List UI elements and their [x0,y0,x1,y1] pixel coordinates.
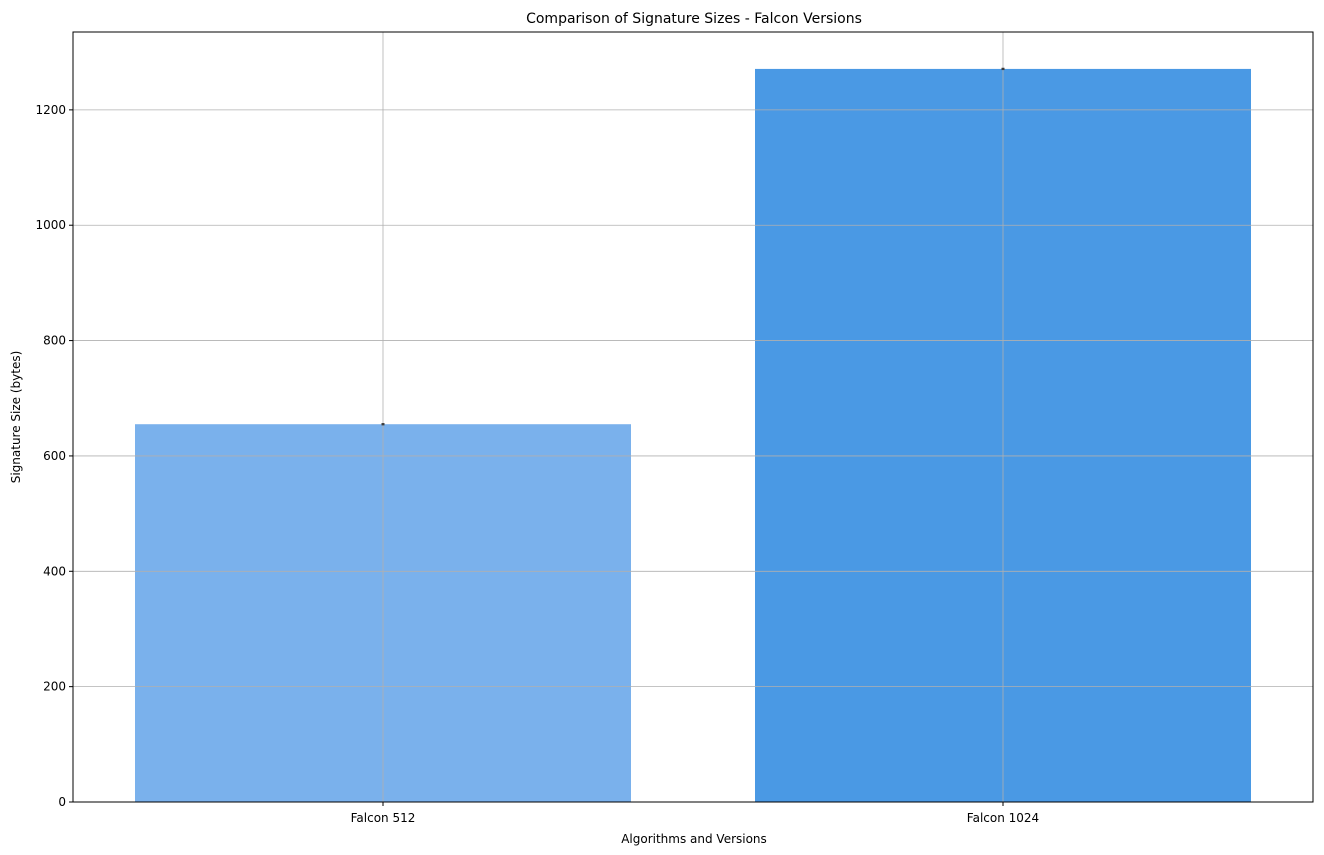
x-tick-label: Falcon 1024 [967,811,1039,825]
y-tick-label: 1200 [35,103,66,117]
plot-area: 0 200 400 600 800 1000 1200 Falcon 512 Falcon 10… [35,31,1314,825]
y-tick-label: 0 [58,795,66,809]
y-tick-label: 400 [43,564,66,578]
axes-frame [72,31,1314,803]
y-tick-label: 1000 [35,218,66,232]
y-tick-label: 600 [43,449,66,463]
y-tick-label: 200 [43,680,66,694]
x-axis-label: Algorithms and Versions [621,832,767,846]
y-tick-label: 800 [43,334,66,348]
x-tick-label: Falcon 512 [351,811,416,825]
y-axis-label: Signature Size (bytes) [9,351,23,484]
chart-title: Comparison of Signature Sizes - Falcon V… [526,11,862,27]
